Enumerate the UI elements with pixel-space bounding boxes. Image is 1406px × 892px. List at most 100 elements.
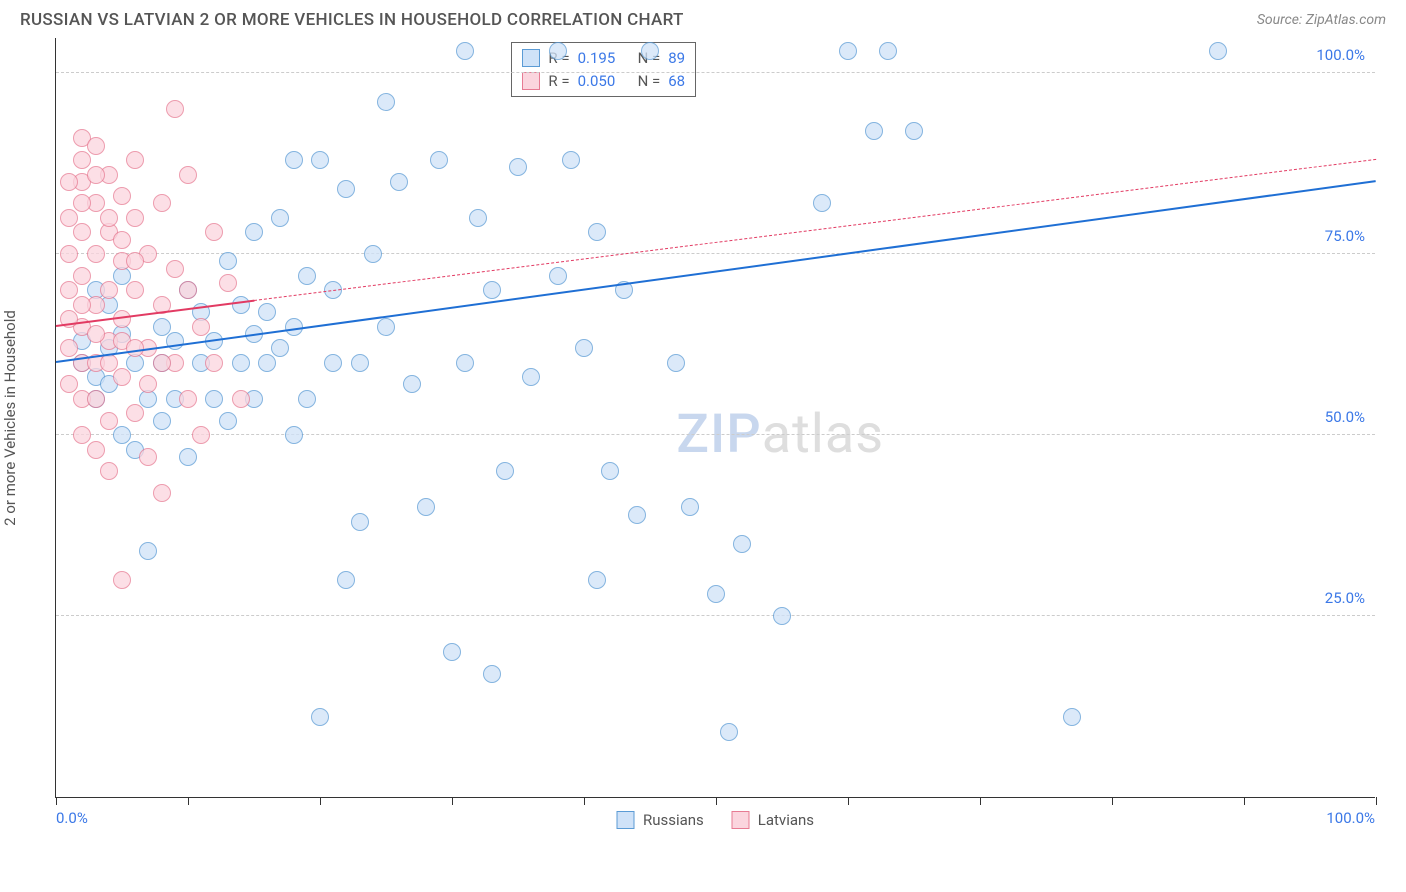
gridline-h [56,615,1375,616]
scatter-point [549,42,567,60]
legend-r-value: 0.195 [578,47,630,70]
scatter-point [601,462,619,480]
scatter-point [430,151,448,169]
scatter-point [1063,708,1081,726]
scatter-point [205,223,223,241]
scatter-point [126,209,144,227]
scatter-point [258,303,276,321]
scatter-point [285,426,303,444]
x-tick [320,797,321,805]
scatter-point [60,245,78,263]
x-tick [56,797,57,805]
scatter-point [839,42,857,60]
scatter-point [311,708,329,726]
scatter-point [549,267,567,285]
scatter-point [139,448,157,466]
scatter-point [667,354,685,372]
scatter-point [733,535,751,553]
scatter-point [179,166,197,184]
scatter-point [417,498,435,516]
scatter-point [166,100,184,118]
scatter-point [483,665,501,683]
scatter-point [377,318,395,336]
y-tick-label: 25.0% [1325,589,1365,607]
scatter-point [153,194,171,212]
scatter-point [298,390,316,408]
scatter-point [707,585,725,603]
scatter-point [60,173,78,191]
scatter-point [575,339,593,357]
gridline-h [56,434,1375,435]
scatter-point [113,368,131,386]
scatter-point [562,151,580,169]
scatter-point [87,390,105,408]
legend-item-label: Russians [643,811,704,829]
scatter-point [483,281,501,299]
scatter-point [100,462,118,480]
scatter-point [113,231,131,249]
scatter-point [720,723,738,741]
scatter-point [469,209,487,227]
scatter-point [126,151,144,169]
source-attribution: Source: ZipAtlas.com [1257,12,1386,28]
scatter-point [681,498,699,516]
scatter-point [87,245,105,263]
scatter-point [324,354,342,372]
scatter-point [113,571,131,589]
scatter-point [456,42,474,60]
y-tick-label: 100.0% [1316,46,1365,64]
x-tick [716,797,717,805]
legend-swatch [522,49,540,67]
scatter-point [390,173,408,191]
legend-swatch [522,72,540,90]
scatter-point [73,296,91,314]
scatter-point [232,296,250,314]
scatter-point [271,209,289,227]
scatter-point [258,354,276,372]
x-tick [1112,797,1113,805]
scatter-point [60,209,78,227]
scatter-point [139,542,157,560]
scatter-point [153,318,171,336]
chart-container: 2 or more Vehicles in Household ZIPatlas… [20,38,1386,798]
legend-swatch [732,811,750,829]
x-tick [848,797,849,805]
legend-bottom: Russians Latvians [56,811,1375,829]
scatter-point [337,571,355,589]
scatter-point [641,42,659,60]
scatter-point [179,390,197,408]
scatter-point [73,194,91,212]
scatter-point [73,151,91,169]
scatter-point [245,223,263,241]
trend-line [254,159,1376,301]
scatter-point [60,375,78,393]
scatter-point [588,223,606,241]
scatter-point [100,209,118,227]
scatter-point [443,643,461,661]
scatter-point [456,354,474,372]
legend-stats-box: R =0.195N =89R =0.050N =68 [511,42,696,97]
scatter-point [219,274,237,292]
scatter-point [588,571,606,589]
scatter-point [865,122,883,140]
scatter-point [351,513,369,531]
gridline-h [56,72,1375,73]
legend-item-label: Latvians [758,811,814,829]
x-tick [1244,797,1245,805]
scatter-point [813,194,831,212]
scatter-point [73,223,91,241]
scatter-point [285,151,303,169]
scatter-point [87,441,105,459]
scatter-point [73,426,91,444]
legend-item: Russians [617,811,704,829]
scatter-point [232,354,250,372]
scatter-point [179,281,197,299]
scatter-point [113,187,131,205]
scatter-point [166,260,184,278]
scatter-point [509,158,527,176]
scatter-point [219,252,237,270]
scatter-point [126,404,144,422]
scatter-point [153,412,171,430]
scatter-point [364,245,382,263]
scatter-point [139,375,157,393]
